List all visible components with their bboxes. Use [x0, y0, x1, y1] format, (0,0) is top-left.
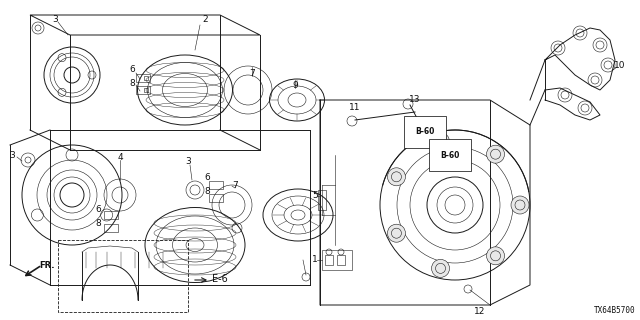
Bar [136, 86, 150, 94]
Text: 11: 11 [349, 103, 361, 113]
Text: 6: 6 [129, 66, 135, 75]
Circle shape [431, 132, 449, 151]
Circle shape [486, 145, 504, 163]
Text: 4: 4 [117, 153, 123, 162]
Circle shape [486, 247, 504, 265]
Bar [325, 255, 333, 265]
Bar [322, 250, 352, 270]
Text: 7: 7 [232, 180, 238, 189]
Bar [337, 255, 345, 265]
Bar [104, 224, 118, 232]
Text: B-60: B-60 [415, 127, 435, 137]
Text: 6: 6 [95, 205, 101, 214]
Text: B-60: B-60 [440, 150, 460, 159]
Bar [136, 74, 150, 82]
Circle shape [511, 196, 529, 214]
Bar [209, 181, 223, 189]
Text: FR.: FR. [39, 260, 55, 269]
Bar [318, 190, 326, 210]
Text: 12: 12 [474, 308, 486, 316]
Bar [144, 76, 148, 80]
Bar [144, 88, 148, 92]
Text: 3: 3 [185, 157, 191, 166]
Text: TX64B5700: TX64B5700 [593, 306, 635, 315]
Circle shape [431, 260, 449, 277]
Bar [209, 194, 223, 202]
Text: 8: 8 [95, 219, 101, 228]
Text: 8: 8 [204, 187, 210, 196]
Text: 1: 1 [312, 255, 318, 265]
Text: 8: 8 [129, 78, 135, 87]
Text: E-6: E-6 [212, 274, 228, 284]
Text: 9: 9 [292, 82, 298, 91]
Text: 7: 7 [249, 68, 255, 77]
Text: 2: 2 [202, 15, 208, 25]
Text: 3: 3 [52, 15, 58, 25]
Text: 5: 5 [312, 190, 318, 199]
Text: 6: 6 [204, 173, 210, 182]
Text: 3: 3 [9, 150, 15, 159]
Bar [58, 240, 188, 312]
Text: 13: 13 [409, 95, 420, 105]
Text: 10: 10 [614, 60, 626, 69]
Circle shape [387, 168, 405, 186]
Bar [104, 211, 118, 219]
Circle shape [387, 224, 405, 242]
